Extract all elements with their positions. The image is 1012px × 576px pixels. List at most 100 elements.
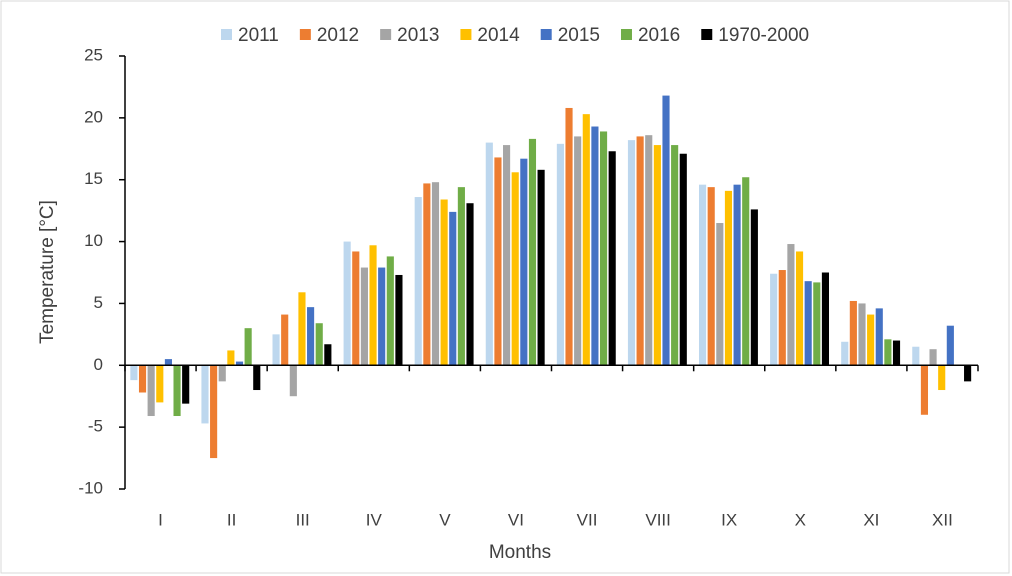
x-tick-label: VII (577, 510, 598, 529)
bar (227, 350, 235, 366)
bar (511, 172, 519, 366)
bar (449, 211, 457, 366)
bar (244, 328, 252, 366)
bar (395, 274, 403, 366)
bar (964, 365, 972, 382)
x-tick-label: XI (863, 510, 879, 529)
x-tick-label: VI (508, 510, 524, 529)
x-tick-label: VIII (645, 510, 671, 529)
x-tick-label: V (439, 510, 451, 529)
bar (556, 143, 564, 366)
bar (653, 145, 661, 366)
y-tick-label: 15 (84, 169, 103, 188)
legend-label: 2015 (558, 25, 600, 46)
bar (813, 282, 821, 366)
bar (324, 344, 332, 366)
legend-swatch (701, 29, 713, 40)
bar (599, 131, 608, 366)
bar (466, 203, 474, 366)
y-tick-label: 5 (94, 293, 103, 312)
legend-swatch (380, 29, 392, 40)
bar (210, 365, 218, 459)
bar (636, 136, 644, 366)
bar (218, 365, 226, 382)
bar (724, 190, 733, 366)
bar (494, 157, 502, 366)
bar (858, 303, 866, 366)
bar (528, 138, 537, 366)
bar (938, 365, 946, 391)
bar (627, 140, 636, 366)
bar (565, 107, 573, 366)
bar (272, 334, 280, 366)
bar (867, 314, 875, 366)
bar (537, 169, 545, 366)
y-tick-label: 25 (84, 45, 103, 64)
bar (645, 135, 653, 366)
bar (423, 183, 431, 366)
bar (503, 145, 511, 366)
legend-label: 1970-2000 (718, 25, 809, 46)
bar (804, 281, 812, 366)
x-tick-label: IV (366, 510, 383, 529)
bar (307, 307, 315, 366)
legend-swatch (460, 29, 472, 40)
bar (343, 241, 351, 366)
x-axis-title: Months (489, 542, 551, 563)
bar (679, 153, 687, 366)
bar (750, 209, 758, 366)
legend-label: 2011 (238, 25, 279, 46)
bar (591, 126, 599, 366)
bar (582, 114, 590, 366)
bar (608, 151, 616, 366)
bar (253, 365, 261, 391)
bar (707, 187, 715, 366)
bar (440, 199, 448, 366)
legend-swatch (620, 29, 632, 40)
bar (912, 346, 920, 366)
y-tick-label: 10 (84, 231, 103, 250)
x-tick-label: I (158, 510, 163, 529)
legend-swatch (540, 29, 552, 40)
bar (130, 365, 138, 381)
x-tick-label: II (227, 510, 236, 529)
bar (182, 365, 190, 404)
bar (841, 341, 849, 366)
bar (778, 270, 786, 366)
legend-label: 2014 (477, 25, 520, 46)
bar (147, 365, 155, 417)
bar (414, 197, 422, 366)
bar (378, 267, 386, 366)
bar (235, 361, 244, 366)
bar (281, 314, 289, 366)
y-tick-label: 20 (84, 107, 103, 126)
legend-label: 2013 (397, 25, 439, 46)
bar (485, 142, 493, 366)
y-tick-label: 0 (94, 355, 103, 374)
bar (173, 365, 181, 417)
bar (386, 256, 394, 366)
bar (298, 292, 306, 366)
bar (201, 365, 209, 424)
bar (929, 349, 937, 366)
legend-label: 2016 (638, 25, 680, 46)
bar (920, 365, 929, 415)
bar (360, 267, 368, 366)
bar (289, 365, 297, 397)
bar (946, 325, 954, 366)
bar (138, 365, 147, 393)
bar (742, 177, 750, 366)
bar (520, 158, 528, 366)
x-tick-label: XII (932, 510, 953, 529)
bar (716, 223, 724, 366)
legend-label: 2012 (317, 25, 359, 46)
x-tick-label: III (296, 510, 310, 529)
y-axis-title: Temperature [°C] (37, 200, 58, 344)
bar (733, 184, 741, 366)
bar (457, 187, 465, 366)
bar (787, 244, 795, 366)
bar (698, 184, 707, 366)
bar (849, 300, 857, 366)
y-tick-label: -10 (78, 478, 103, 497)
